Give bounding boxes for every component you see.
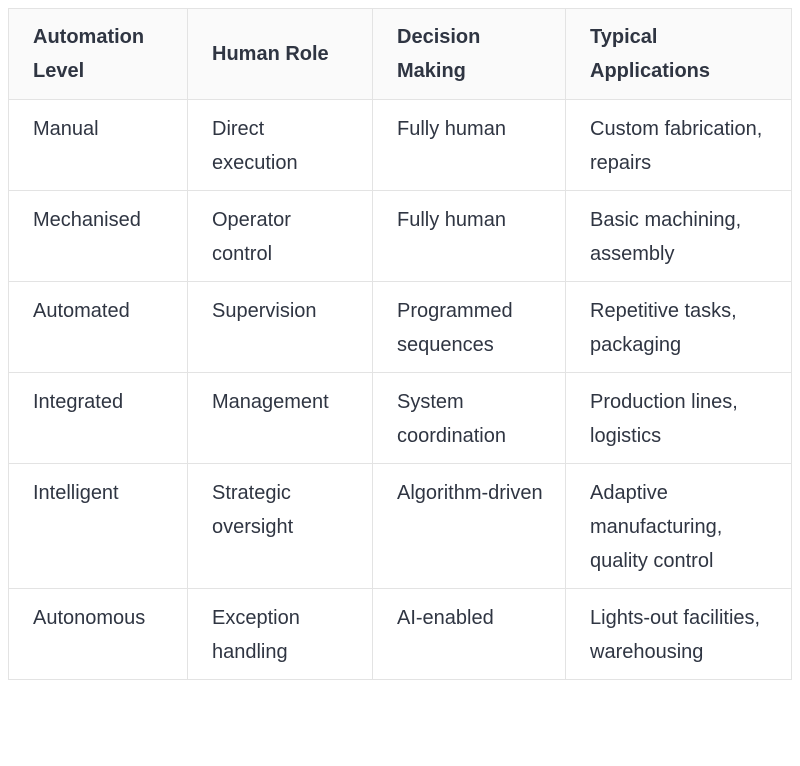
automation-level-cell: Automated xyxy=(8,281,188,373)
header-human-role: Human Role xyxy=(187,8,373,100)
table-row: Manual Direct execution Fully human Custom … xyxy=(8,99,792,191)
header-typical-applications: Typical Applications xyxy=(565,8,792,100)
decision-making-cell: AI-enabled xyxy=(372,588,566,680)
human-role-cell: Direct execution xyxy=(187,99,373,191)
automation-level-cell: Manual xyxy=(8,99,188,191)
human-role-cell: Operator control xyxy=(187,190,373,282)
decision-making-cell: Algorithm-driven xyxy=(372,463,566,589)
typical-applications-cell: Adaptive manufacturing, quality control xyxy=(565,463,792,589)
human-role-cell: Exception handling xyxy=(187,588,373,680)
human-role-cell: Strategic oversight xyxy=(187,463,373,589)
automation-levels-table: Automation Level Human Role Decision Mak… xyxy=(8,8,792,680)
header-automation-level: Automation Level xyxy=(8,8,188,100)
decision-making-cell: Fully human xyxy=(372,190,566,282)
typical-applications-cell: Repetitive tasks, packaging xyxy=(565,281,792,373)
table-row: Integrated Management System coordination P… xyxy=(8,372,792,464)
automation-level-cell: Autonomous xyxy=(8,588,188,680)
header-decision-making: Decision Making xyxy=(372,8,566,100)
typical-applications-cell: Production lines, logistics xyxy=(565,372,792,464)
human-role-cell: Management xyxy=(187,372,373,464)
typical-applications-cell: Basic machining, assembly xyxy=(565,190,792,282)
automation-level-cell: Mechanised xyxy=(8,190,188,282)
automation-level-cell: Intelligent xyxy=(8,463,188,589)
header-row: Automation Level Human Role Decision Mak… xyxy=(8,8,792,100)
decision-making-cell: Programmed sequences xyxy=(372,281,566,373)
human-role-cell: Supervision xyxy=(187,281,373,373)
typical-applications-cell: Lights-out facilities, warehousing xyxy=(565,588,792,680)
typical-applications-cell: Custom fabrication, repairs xyxy=(565,99,792,191)
automation-level-cell: Integrated xyxy=(8,372,188,464)
table-row: Autonomous Exception handling AI-enabled Li… xyxy=(8,588,792,680)
table-row: Automated Supervision Programmed sequences… xyxy=(8,281,792,373)
decision-making-cell: Fully human xyxy=(372,99,566,191)
decision-making-cell: System coordination xyxy=(372,372,566,464)
table-row: Mechanised Operator control Fully human Bas… xyxy=(8,190,792,282)
table-row: Intelligent Strategic oversight Algorithm-… xyxy=(8,463,792,589)
